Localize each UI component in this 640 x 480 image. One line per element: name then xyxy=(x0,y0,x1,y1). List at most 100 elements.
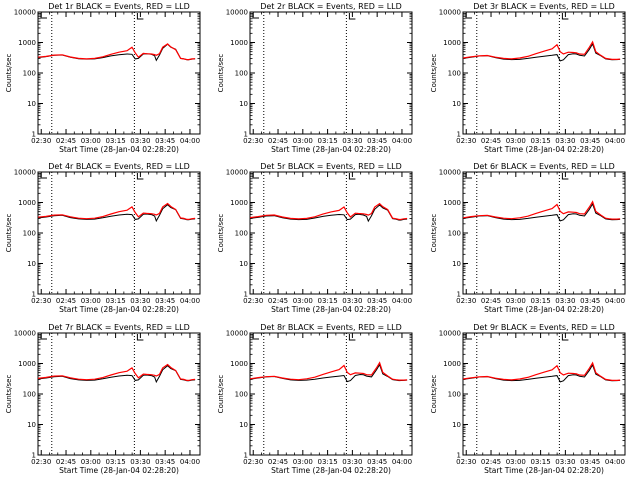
x-tick-label: 04:00 xyxy=(392,137,412,145)
detector-panel-2: Det 2r BLACK = Events, RED = LLD 1 10 100 10… xyxy=(217,2,413,154)
x-tick-label: 03:30 xyxy=(130,137,150,145)
marker-bracket xyxy=(465,334,472,340)
y-tick-label: 1 xyxy=(244,452,248,460)
y-tick-label: 1 xyxy=(457,452,461,460)
y-tick-label: 10000 xyxy=(14,169,36,177)
marker-bracket xyxy=(465,13,472,19)
panel-title: Det 2r BLACK = Events, RED = LLD xyxy=(260,2,402,11)
y-tick-label: 1 xyxy=(244,291,248,299)
x-tick-label: 03:45 xyxy=(155,458,175,466)
marker-bracket xyxy=(136,173,144,180)
x-tick-label: 03:30 xyxy=(342,137,362,145)
marker-bracket xyxy=(136,13,144,20)
y-tick-label: 10 xyxy=(239,421,248,429)
y-tick-label: 100 xyxy=(23,230,36,238)
x-tick-label: 03:15 xyxy=(106,458,126,466)
x-tick-label: 03:15 xyxy=(106,297,126,305)
plot-frame xyxy=(462,11,626,135)
x-tick-label: 03:45 xyxy=(367,297,387,305)
marker-bracket xyxy=(252,13,259,19)
x-tick-label: 03:15 xyxy=(318,458,338,466)
x-tick-label: 02:30 xyxy=(31,137,51,145)
detector-panel-1: Det 1r BLACK = Events, RED = LLD 1 10 100 10… xyxy=(5,2,201,154)
y-tick-label: 100 xyxy=(235,391,248,399)
x-tick-label: 03:30 xyxy=(342,297,362,305)
y-tick-label: 10000 xyxy=(439,169,461,177)
x-axis-label: Start Time (28-Jan-04 02:28:20) xyxy=(484,145,604,154)
x-tick-label: 02:45 xyxy=(268,458,288,466)
x-tick-label: 04:00 xyxy=(605,458,625,466)
y-tick-label: 10 xyxy=(452,421,461,429)
y-tick-label: 10 xyxy=(27,260,36,268)
x-tick-label: 03:45 xyxy=(367,137,387,145)
y-tick-label: 1000 xyxy=(443,199,461,207)
lld-series-line xyxy=(37,43,196,61)
x-tick-label: 03:30 xyxy=(130,297,150,305)
x-axis-label: Start Time (28-Jan-04 02:28:20) xyxy=(59,466,179,475)
plot-frame xyxy=(462,171,626,295)
y-tick-label: 10 xyxy=(27,100,36,108)
panel-title: Det 6r BLACK = Events, RED = LLD xyxy=(473,162,615,171)
x-axis-label: Start Time (28-Jan-04 02:28:20) xyxy=(59,305,179,314)
y-tick-label: 10000 xyxy=(439,330,461,338)
marker-bracket xyxy=(252,334,259,340)
y-tick-label: 10000 xyxy=(226,169,248,177)
x-tick-label: 03:00 xyxy=(506,297,526,305)
panel-title: Det 8r BLACK = Events, RED = LLD xyxy=(260,323,402,332)
x-tick-label: 02:30 xyxy=(243,137,263,145)
y-tick-label: 1000 xyxy=(443,39,461,47)
x-tick-label: 03:00 xyxy=(506,137,526,145)
x-tick-label: 02:30 xyxy=(456,137,476,145)
x-tick-label: 03:15 xyxy=(318,297,338,305)
x-axis-label: Start Time (28-Jan-04 02:28:20) xyxy=(484,305,604,314)
y-axis-label: Counts/sec xyxy=(430,54,438,93)
x-tick-label: 03:45 xyxy=(155,297,175,305)
x-tick-label: 02:45 xyxy=(56,297,76,305)
x-tick-label: 03:30 xyxy=(130,458,150,466)
marker-bracket xyxy=(561,13,569,20)
y-tick-label: 100 xyxy=(235,70,248,78)
lld-series-line xyxy=(462,361,621,381)
x-tick-label: 02:30 xyxy=(31,458,51,466)
x-tick-label: 04:00 xyxy=(392,297,412,305)
lld-series-line xyxy=(37,363,196,381)
x-tick-label: 02:30 xyxy=(31,297,51,305)
y-tick-label: 1000 xyxy=(18,360,36,368)
x-tick-label: 03:30 xyxy=(555,297,575,305)
y-tick-label: 100 xyxy=(235,230,248,238)
marker-bracket xyxy=(561,173,569,180)
x-tick-label: 04:00 xyxy=(180,458,200,466)
x-tick-label: 04:00 xyxy=(605,297,625,305)
marker-bracket xyxy=(348,13,356,20)
x-tick-label: 02:30 xyxy=(243,458,263,466)
y-tick-label: 100 xyxy=(23,70,36,78)
y-axis-label: Counts/sec xyxy=(5,214,13,253)
x-tick-label: 03:15 xyxy=(531,458,551,466)
y-tick-label: 10000 xyxy=(226,330,248,338)
panel-title: Det 3r BLACK = Events, RED = LLD xyxy=(473,2,615,11)
y-tick-label: 10000 xyxy=(439,9,461,17)
x-axis-label: Start Time (28-Jan-04 02:28:20) xyxy=(484,466,604,475)
y-axis-label: Counts/sec xyxy=(5,375,13,414)
detector-panel-5: Det 5r BLACK = Events, RED = LLD 1 10 100 10… xyxy=(217,162,413,314)
lld-series-line xyxy=(249,202,408,221)
x-tick-label: 03:00 xyxy=(293,297,313,305)
x-tick-label: 03:30 xyxy=(555,458,575,466)
detector-panel-4: Det 4r BLACK = Events, RED = LLD 1 10 100 10… xyxy=(5,162,201,314)
y-tick-label: 1000 xyxy=(230,360,248,368)
marker-bracket xyxy=(40,173,47,179)
x-tick-label: 03:45 xyxy=(580,137,600,145)
x-tick-label: 04:00 xyxy=(605,137,625,145)
x-tick-label: 03:00 xyxy=(81,297,101,305)
y-axis-label: Counts/sec xyxy=(430,375,438,414)
detector-panel-8: Det 8r BLACK = Events, RED = LLD 1 10 100 10… xyxy=(217,323,413,475)
y-tick-label: 1 xyxy=(457,291,461,299)
y-tick-label: 1000 xyxy=(18,199,36,207)
panel-title: Det 1r BLACK = Events, RED = LLD xyxy=(48,2,190,11)
marker-bracket xyxy=(348,334,356,341)
lld-series-line xyxy=(37,202,196,220)
x-tick-label: 03:30 xyxy=(342,458,362,466)
x-tick-label: 03:45 xyxy=(367,458,387,466)
x-tick-label: 03:15 xyxy=(531,297,551,305)
x-tick-label: 02:30 xyxy=(456,297,476,305)
